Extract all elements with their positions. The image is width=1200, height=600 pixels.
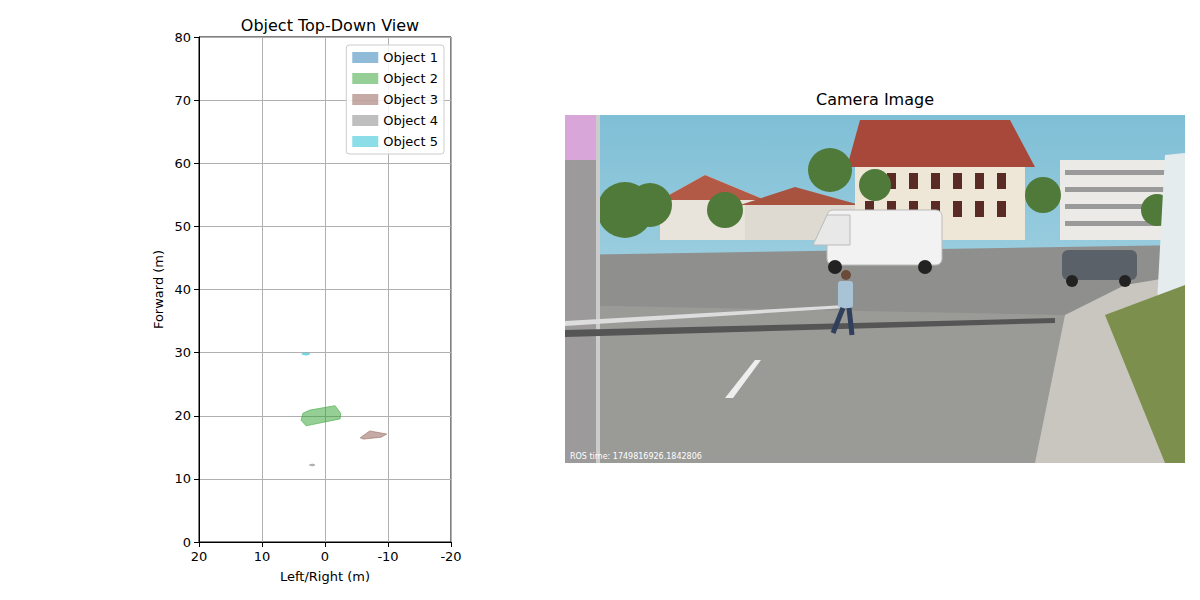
svg-text:ROS time: 1749816926.1842806: ROS time: 1749816926.1842806 — [570, 452, 702, 461]
svg-text:Object 5: Object 5 — [383, 134, 438, 149]
svg-text:Object 3: Object 3 — [383, 92, 438, 107]
svg-text:Object 4: Object 4 — [383, 113, 438, 128]
svg-text:30: 30 — [174, 345, 191, 360]
svg-text:-20: -20 — [440, 549, 461, 564]
svg-text:50: 50 — [174, 219, 191, 234]
svg-text:Object 1: Object 1 — [383, 50, 438, 65]
svg-text:60: 60 — [174, 156, 191, 171]
svg-text:Forward (m): Forward (m) — [151, 250, 166, 329]
svg-text:Left/Right (m): Left/Right (m) — [280, 569, 370, 584]
svg-text:80: 80 — [174, 30, 191, 45]
svg-text:20: 20 — [191, 549, 208, 564]
svg-text:40: 40 — [174, 282, 191, 297]
svg-text:-10: -10 — [377, 549, 398, 564]
svg-text:10: 10 — [254, 549, 271, 564]
svg-text:0: 0 — [183, 535, 191, 550]
svg-text:0: 0 — [321, 549, 329, 564]
svg-text:70: 70 — [174, 93, 191, 108]
svg-text:20: 20 — [174, 408, 191, 423]
html-text:Camera Image: Camera Image — [816, 90, 934, 109]
svg-text:10: 10 — [174, 471, 191, 486]
svg-text:Object 2: Object 2 — [383, 71, 438, 86]
svg-text:Object Top-Down View: Object Top-Down View — [241, 16, 419, 35]
